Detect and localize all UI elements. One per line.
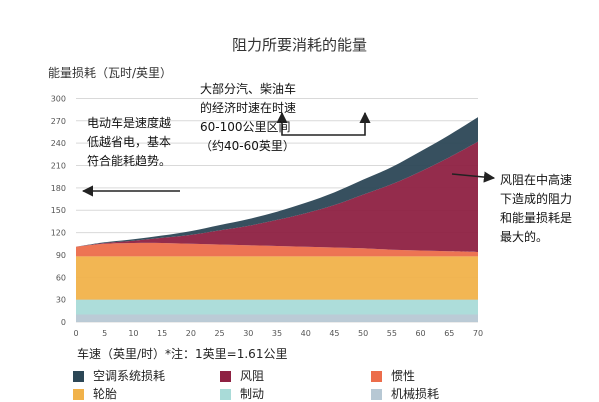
x-tick-label: 40 bbox=[301, 329, 311, 338]
y-tick-label: 300 bbox=[51, 94, 66, 103]
legend-swatch bbox=[371, 389, 382, 400]
area-风阻 bbox=[76, 141, 478, 252]
area-制动 bbox=[76, 299, 478, 315]
legend-label: 制动 bbox=[240, 387, 265, 401]
annotation-diesel: 大部分汽、柴油车 的经济时速在时速 60-100公里区间 （约40-60英里） bbox=[200, 82, 297, 153]
legend-swatch bbox=[220, 389, 231, 400]
y-tick-label: 270 bbox=[51, 117, 66, 126]
y-tick-label: 240 bbox=[51, 139, 66, 148]
legend-swatch bbox=[371, 371, 382, 382]
legend-label: 惯性 bbox=[391, 369, 416, 383]
legend-label: 轮胎 bbox=[93, 387, 118, 401]
x-tick-label: 45 bbox=[329, 329, 339, 338]
x-tick-label: 35 bbox=[272, 329, 282, 338]
area-机械损耗 bbox=[76, 314, 478, 322]
x-tick-label: 10 bbox=[128, 329, 138, 338]
y-axis-label: 能量损耗（瓦时/英里） bbox=[48, 66, 173, 80]
x-tick-label: 55 bbox=[387, 329, 397, 338]
x-tick-label: 70 bbox=[473, 329, 483, 338]
x-tick-label: 50 bbox=[358, 329, 368, 338]
y-tick-label: 30 bbox=[56, 296, 66, 305]
y-tick-label: 180 bbox=[51, 184, 66, 193]
y-tick-label: 90 bbox=[56, 251, 66, 260]
x-tick-label: 60 bbox=[415, 329, 425, 338]
chart-title: 阻力所要消耗的能量 bbox=[231, 36, 367, 54]
y-tick-label: 210 bbox=[51, 162, 66, 171]
y-tick-label: 120 bbox=[51, 229, 66, 238]
area-惯性 bbox=[76, 242, 478, 257]
arrow-layer bbox=[81, 111, 496, 197]
legend-swatch bbox=[220, 371, 231, 382]
x-tick-label: 0 bbox=[73, 329, 78, 338]
tick-layer: 0 30 60 90 120 150 180 210 240 270 300 0 5 10 15 20 25 30… bbox=[51, 94, 483, 338]
legend-swatch bbox=[73, 371, 84, 382]
arrow-diesel-range bbox=[276, 111, 371, 136]
legend-label: 空调系统损耗 bbox=[93, 369, 166, 383]
legend-swatch bbox=[73, 389, 84, 400]
annotation-ev: 电动车是速度越 低越省电，基本 符合能耗趋势。 bbox=[87, 116, 172, 168]
x-tick-label: 25 bbox=[214, 329, 224, 338]
legend-label: 机械损耗 bbox=[391, 387, 440, 401]
arrow-wind bbox=[451, 171, 496, 183]
x-tick-label: 5 bbox=[102, 329, 107, 338]
x-tick-label: 65 bbox=[444, 329, 454, 338]
y-tick-label: 60 bbox=[56, 273, 66, 282]
area-layer bbox=[76, 117, 478, 322]
annotation-wind: 风阻在中高速 下造成的阻力 和能量损耗是 最大的。 bbox=[500, 173, 573, 244]
y-tick-label: 0 bbox=[61, 318, 66, 327]
x-tick-label: 15 bbox=[157, 329, 167, 338]
area-轮胎 bbox=[76, 256, 478, 300]
x-axis-label: 车速（英里/时）*注：1英里=1.61公里 bbox=[77, 347, 288, 361]
x-tick-label: 20 bbox=[186, 329, 196, 338]
legend-label: 风阻 bbox=[240, 369, 265, 383]
x-tick-label: 30 bbox=[243, 329, 253, 338]
y-tick-label: 150 bbox=[51, 206, 66, 215]
